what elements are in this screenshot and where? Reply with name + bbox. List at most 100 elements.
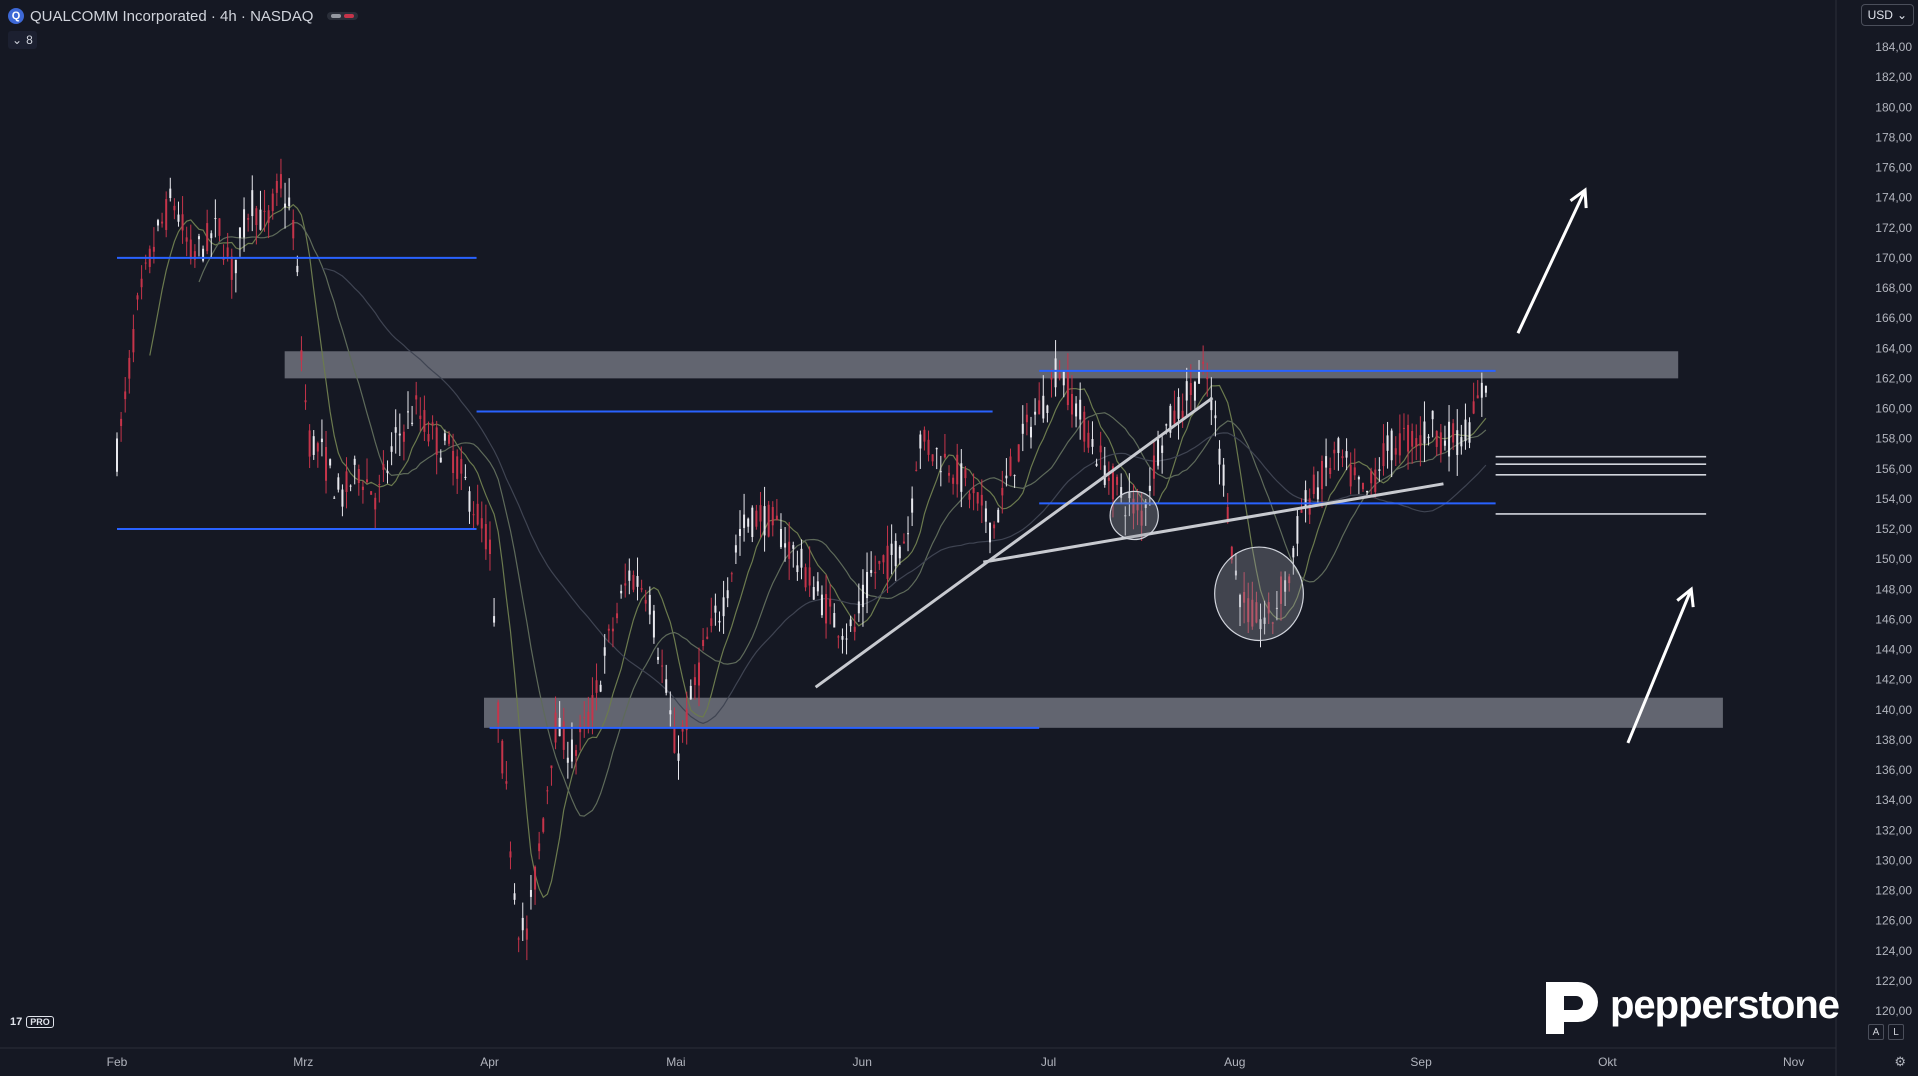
candle-body: [238, 227, 241, 238]
candle-body: [300, 350, 303, 361]
candle-body: [808, 567, 811, 586]
candle-body: [1361, 482, 1364, 490]
currency-selector[interactable]: USD ⌄: [1860, 4, 1914, 26]
candle-body: [984, 508, 987, 522]
candle-body: [1267, 602, 1270, 614]
candle-body: [1448, 421, 1451, 457]
y-tick-label: 174,00: [1875, 191, 1912, 205]
highlight-circle-1[interactable]: [1214, 546, 1304, 642]
candle-body: [1288, 576, 1291, 584]
arrow-0[interactable]: [1516, 187, 1588, 334]
candle-body: [1062, 371, 1065, 386]
candle-body: [599, 684, 602, 692]
candle-body: [1029, 426, 1032, 438]
candle-body: [620, 590, 623, 594]
candle-body: [706, 636, 709, 639]
candle-body: [267, 210, 270, 223]
candle-body: [218, 218, 221, 236]
log-scale-button[interactable]: L: [1888, 1024, 1904, 1040]
trendline-0[interactable]: [814, 396, 1214, 689]
chevron-down-icon: ⌄: [12, 33, 23, 47]
candle-body: [566, 757, 569, 763]
candle-body: [538, 843, 541, 852]
candle-body: [829, 598, 832, 607]
candle-body: [1165, 424, 1168, 426]
candle-body: [931, 454, 934, 462]
candle-body: [1378, 469, 1381, 471]
y-tick-label: 158,00: [1875, 432, 1912, 446]
candle-body: [1366, 490, 1369, 493]
candle-body: [1484, 385, 1487, 393]
candle-body: [144, 262, 147, 264]
candle-body: [165, 199, 168, 230]
candle-body: [1157, 439, 1160, 466]
candle-body: [640, 588, 643, 590]
candle-body: [837, 636, 840, 638]
candle-body: [919, 434, 922, 449]
candle-body: [357, 469, 360, 484]
auto-scale-button[interactable]: A: [1868, 1024, 1884, 1040]
candle-body: [427, 433, 430, 442]
y-tick-label: 150,00: [1875, 552, 1912, 566]
candle-body: [665, 679, 668, 693]
y-tick-label: 132,00: [1875, 823, 1912, 837]
candle-body: [611, 628, 614, 632]
candle-body: [1275, 607, 1278, 609]
candle-body: [1042, 395, 1045, 419]
candle-body: [989, 522, 992, 543]
trendline-1[interactable]: [983, 482, 1444, 564]
candle-body: [447, 434, 450, 444]
candle-body: [181, 214, 184, 231]
candle-body: [140, 278, 143, 288]
candle-body: [1087, 432, 1090, 448]
candle-body: [755, 510, 758, 527]
candle-body: [1456, 430, 1459, 455]
candle-body: [1083, 411, 1086, 442]
resistance-zone-0[interactable]: [284, 351, 1679, 379]
candle-body: [980, 494, 983, 506]
candle-body: [939, 471, 942, 473]
candle-body: [1337, 438, 1340, 453]
candle-body: [407, 411, 410, 413]
candle-body: [251, 190, 254, 217]
y-tick-label: 142,00: [1875, 673, 1912, 687]
candle-body: [316, 443, 319, 452]
candle-body: [587, 711, 590, 727]
arrow-1[interactable]: [1626, 586, 1695, 744]
candle-body: [644, 599, 647, 604]
candle-body: [1320, 460, 1323, 490]
gear-icon[interactable]: ⚙: [1894, 1054, 1906, 1069]
candle-body: [1161, 445, 1164, 453]
pro-badge: PRO: [26, 1016, 54, 1028]
candle-body: [484, 524, 487, 550]
candle-body: [812, 587, 815, 600]
candle-body: [702, 640, 705, 647]
candle-body: [677, 753, 680, 761]
y-tick-label: 176,00: [1875, 161, 1912, 175]
candle-body: [1013, 475, 1016, 477]
candle-body: [689, 685, 692, 700]
candle-body: [792, 545, 795, 549]
y-tick-label: 140,00: [1875, 703, 1912, 717]
symbol-header[interactable]: Q QUALCOMM Incorporated · 4h · NASDAQ: [8, 6, 359, 26]
candle-body: [861, 584, 864, 608]
highlight-circle-0[interactable]: [1109, 490, 1159, 541]
visibility-toggle-icon[interactable]: [327, 12, 359, 20]
scale-buttons[interactable]: A L: [1868, 1024, 1904, 1040]
x-tick-label: Okt: [1598, 1055, 1617, 1069]
candle-body: [570, 739, 573, 762]
tradingview-logo[interactable]: 17 PRO: [10, 1016, 54, 1028]
currency-label: USD: [1867, 8, 1893, 22]
candle-body: [415, 395, 418, 400]
candle-body: [1271, 622, 1274, 624]
candle-body: [1017, 444, 1020, 462]
indicators-toggle[interactable]: ⌄ 8: [8, 31, 37, 49]
candle-body: [902, 541, 905, 544]
resistance-zone-1[interactable]: [484, 697, 1723, 728]
candle-body: [1239, 594, 1242, 608]
candle-body: [1116, 476, 1119, 485]
candle-body: [398, 433, 401, 436]
candle-body: [464, 476, 467, 478]
